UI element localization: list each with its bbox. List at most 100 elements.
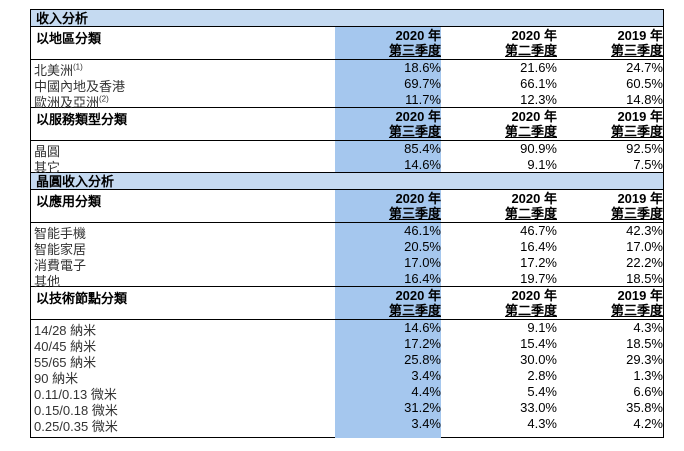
current-quarter-column-highlight <box>335 27 441 438</box>
percentage-value: 29.3% <box>626 352 663 367</box>
row-label-text: 14/28 納米 <box>34 323 97 338</box>
footnote-marker: (1) <box>73 62 83 72</box>
period-header: 2020 年第二季度 <box>441 109 557 139</box>
period-quarter: 第三季度 <box>610 303 663 318</box>
percentage-value: 4.3% <box>633 320 663 335</box>
table-row: 中國內地及香港 69.7% 66.1% 60.5% <box>31 76 663 95</box>
percentage-value: 92.5% <box>626 141 663 156</box>
row-label-text: 智能家居 <box>34 242 87 257</box>
percentage-value: 33.0% <box>520 400 557 415</box>
period-year: 2020 年 <box>511 28 557 43</box>
table-row: 消費電子 17.0% 17.2% 22.2% <box>31 255 663 274</box>
section-label: 以應用分類 <box>36 194 102 209</box>
table-row: 智能家居 20.5% 16.4% 17.0% <box>31 239 663 257</box>
table-row: 0.11/0.13 微米 4.4% 5.4% 6.6% <box>31 384 663 403</box>
percentage-value: 9.1% <box>527 320 557 335</box>
period-quarter: 第三季度 <box>610 206 663 221</box>
percentage-value: 66.1% <box>520 76 557 91</box>
row-label-text: 智能手機 <box>34 226 87 241</box>
percentage-value: 16.4% <box>520 239 557 254</box>
period-header: 2019 年第三季度 <box>557 288 663 318</box>
period-header: 2019 年第三季度 <box>557 109 663 139</box>
row-label: 中國內地及香港 <box>34 76 125 95</box>
row-label-text: 消費電子 <box>34 258 87 273</box>
period-header: 2020 年第二季度 <box>441 191 557 221</box>
period-header: 2020 年第三季度 <box>335 288 441 318</box>
period-quarter: 第二季度 <box>504 43 557 58</box>
period-quarter: 第三季度 <box>388 124 441 139</box>
percentage-value: 18.5% <box>626 271 663 286</box>
period-year: 2020 年 <box>395 28 441 43</box>
table-title: 收入分析 <box>31 10 663 27</box>
section-header-row: 以服務類型分類 2020 年第三季度 2020 年第二季度 2019 年第三季度 <box>31 108 663 141</box>
percentage-value: 35.8% <box>626 400 663 415</box>
row-label-text: 其它 <box>34 160 61 175</box>
percentage-value: 19.7% <box>520 271 557 286</box>
table-row: 其他 16.4% 19.7% 18.5% <box>31 271 663 290</box>
percentage-value: 16.4% <box>404 271 441 286</box>
percentage-value: 11.7% <box>405 92 441 107</box>
period-year: 2019 年 <box>617 191 663 206</box>
percentage-value: 5.4% <box>527 384 557 399</box>
period-quarter: 第二季度 <box>504 303 557 318</box>
row-label-text: 55/65 納米 <box>34 355 97 370</box>
table-row: 北美洲(1) 18.6% 21.6% 24.7% <box>31 60 663 79</box>
period-year: 2019 年 <box>617 28 663 43</box>
percentage-value: 4.3% <box>527 416 557 431</box>
percentage-value: 17.2% <box>520 255 557 270</box>
row-label: 歐洲及亞洲(2) <box>34 92 109 111</box>
percentage-value: 2.8% <box>527 368 557 383</box>
percentage-value: 20.5% <box>404 239 441 254</box>
table-row: 其它 14.6% 9.1% 7.5% <box>31 157 663 175</box>
table-row: 智能手機 46.1% 46.7% 42.3% <box>31 223 663 241</box>
row-label: 消費電子 <box>34 255 86 274</box>
period-quarter: 第三季度 <box>610 43 663 58</box>
period-header: 2019 年第三季度 <box>557 191 663 221</box>
percentage-value: 31.2% <box>404 400 441 415</box>
percentage-value: 14.6% <box>404 157 441 172</box>
percentage-value: 7.5% <box>633 157 663 172</box>
percentage-value: 21.6% <box>520 60 557 75</box>
section-label: 以技術節點分類 <box>36 291 128 306</box>
percentage-value: 69.7% <box>404 76 441 91</box>
percentage-value: 17.2% <box>404 336 441 351</box>
percentage-value: 6.6% <box>633 384 663 399</box>
period-year: 2020 年 <box>395 191 441 206</box>
table-row: 晶圓 85.4% 90.9% 92.5% <box>31 141 663 160</box>
period-header: 2020 年第二季度 <box>441 28 557 58</box>
row-label: 0.11/0.13 微米 <box>34 384 117 403</box>
percentage-value: 18.6% <box>404 60 441 75</box>
percentage-value: 46.1% <box>404 223 441 238</box>
percentage-value: 3.4% <box>411 416 441 431</box>
percentage-value: 17.0% <box>626 239 663 254</box>
row-label: 0.15/0.18 微米 <box>34 400 118 419</box>
period-header: 2020 年第三季度 <box>335 109 441 139</box>
row-label: 其他 <box>34 271 60 290</box>
period-quarter: 第三季度 <box>610 124 663 139</box>
period-quarter: 第三季度 <box>388 303 441 318</box>
percentage-value: 14.6% <box>404 320 441 335</box>
percentage-value: 3.4% <box>411 368 441 383</box>
row-label: 晶圓 <box>34 141 60 160</box>
period-year: 2020 年 <box>511 288 557 303</box>
row-label-text: 歐洲及亞洲 <box>34 95 100 110</box>
row-label-text: 90 納米 <box>34 371 79 386</box>
row-label-text: 0.15/0.18 微米 <box>34 403 118 418</box>
percentage-value: 18.5% <box>626 336 663 351</box>
period-header: 2020 年第三季度 <box>335 191 441 221</box>
row-label-text: 中國內地及香港 <box>34 79 126 94</box>
percentage-value: 22.2% <box>626 255 663 270</box>
percentage-value: 4.2% <box>633 416 663 431</box>
period-year: 2020 年 <box>511 191 557 206</box>
period-quarter: 第二季度 <box>504 206 557 221</box>
percentage-value: 46.7% <box>520 223 557 238</box>
row-label: 北美洲(1) <box>34 60 83 79</box>
period-header: 2019 年第三季度 <box>557 28 663 58</box>
period-year: 2020 年 <box>511 109 557 124</box>
section-header-row: 以技術節點分類 2020 年第三季度 2020 年第二季度 2019 年第三季度 <box>31 287 663 320</box>
row-label-text: 北美洲 <box>34 63 74 78</box>
revenue-analysis-table: 收入分析 以地區分類 2020 年第三季度 2020 年第二季度 2019 年第三季度… <box>30 9 664 438</box>
period-header: 2020 年第二季度 <box>441 288 557 318</box>
percentage-value: 12.3% <box>520 92 557 107</box>
period-header: 2020 年第三季度 <box>335 28 441 58</box>
